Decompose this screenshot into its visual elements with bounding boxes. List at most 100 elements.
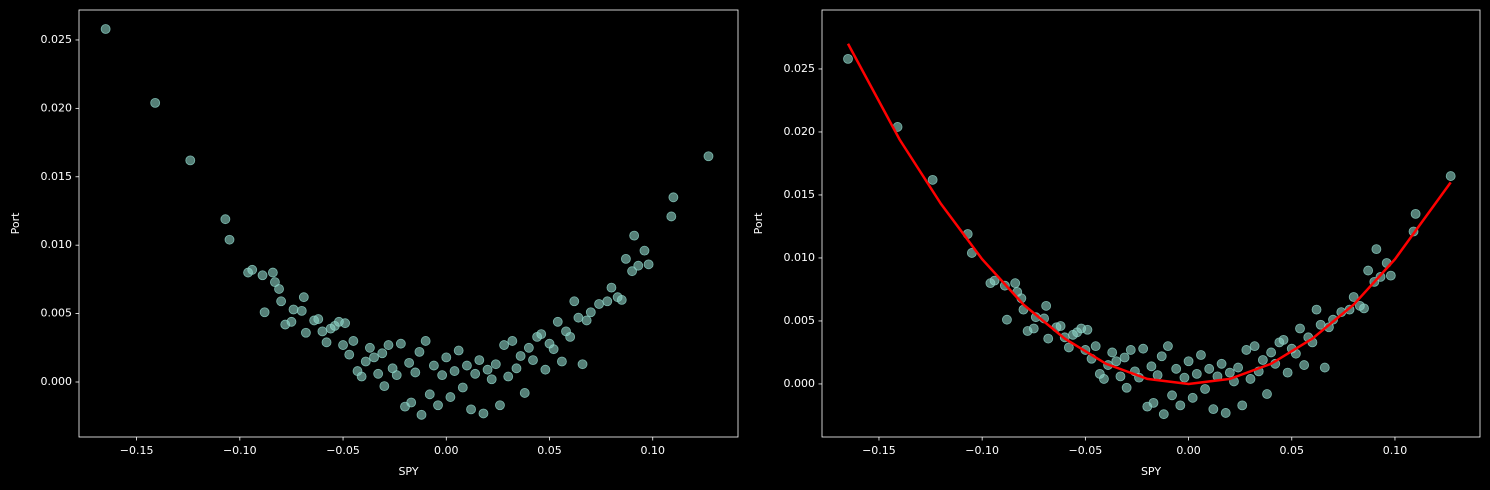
scatter-point bbox=[257, 270, 268, 281]
scatter-point bbox=[565, 331, 576, 342]
scatter-point bbox=[286, 316, 297, 327]
scatter-point bbox=[441, 352, 452, 363]
plot-area bbox=[100, 24, 714, 420]
scatter-point bbox=[410, 367, 421, 378]
scatter-point bbox=[185, 155, 196, 166]
scatter-point bbox=[581, 315, 592, 326]
scatter-point bbox=[585, 307, 596, 318]
scatter-point bbox=[515, 351, 526, 361]
scatter-point bbox=[379, 381, 390, 392]
scatter-point bbox=[1063, 342, 1074, 353]
y-tick-label: 0.005 bbox=[784, 314, 816, 327]
scatter-point bbox=[470, 368, 481, 379]
scatter-point bbox=[276, 296, 287, 307]
scatter-point bbox=[1156, 351, 1167, 362]
scatter-point bbox=[317, 326, 328, 337]
scatter-point bbox=[478, 408, 489, 419]
scatter-point bbox=[404, 357, 415, 368]
scatter-point bbox=[1241, 345, 1252, 355]
scatter-point bbox=[1183, 356, 1194, 367]
scatter-point bbox=[1179, 372, 1190, 383]
y-tick-label: 0.020 bbox=[784, 125, 816, 138]
scatter-point bbox=[288, 304, 299, 315]
scatter-point bbox=[528, 355, 538, 366]
x-axis-label: SPY bbox=[398, 465, 418, 478]
x-tick-label: −0.10 bbox=[223, 444, 257, 457]
scatter-point bbox=[1125, 345, 1136, 355]
scatter-point bbox=[466, 404, 476, 415]
scatter-point bbox=[1220, 408, 1231, 418]
scatter-point bbox=[519, 388, 530, 398]
scatter-point bbox=[666, 211, 677, 222]
scatter-point bbox=[548, 344, 559, 355]
scatter-point bbox=[1216, 358, 1227, 369]
scatter-point bbox=[1299, 360, 1310, 370]
scatter-point bbox=[536, 329, 547, 340]
x-tick-label: 0.00 bbox=[1176, 444, 1201, 457]
scatter-point bbox=[1311, 304, 1322, 315]
scatter-point bbox=[433, 400, 443, 411]
scatter-point bbox=[377, 348, 388, 359]
scatter-point bbox=[569, 296, 580, 307]
y-tick-label: 0.020 bbox=[41, 101, 73, 114]
scatter-point bbox=[1187, 392, 1198, 403]
scatter-point bbox=[1224, 367, 1235, 378]
scatter-point bbox=[594, 299, 604, 309]
x-tick-label: −0.15 bbox=[862, 444, 896, 457]
scatter-point bbox=[1148, 397, 1159, 408]
scatter-point bbox=[556, 356, 567, 367]
scatter-point bbox=[1115, 371, 1126, 382]
scatter-point bbox=[1363, 265, 1374, 276]
scatter-point bbox=[383, 340, 394, 350]
x-tick-label: −0.10 bbox=[965, 444, 999, 457]
scatter-point bbox=[1090, 341, 1101, 352]
axes-frame bbox=[78, 9, 739, 438]
scatter-point bbox=[540, 364, 551, 375]
scatter-point bbox=[428, 360, 439, 371]
scatter-point bbox=[298, 292, 309, 303]
y-tick-label: 0.015 bbox=[41, 170, 73, 183]
scatter-point bbox=[1158, 409, 1169, 420]
scatter-point bbox=[369, 352, 379, 363]
y-axis-label: Port bbox=[752, 212, 765, 234]
scatter-point bbox=[364, 342, 375, 353]
fit-line bbox=[846, 43, 1452, 386]
scatter-point bbox=[507, 336, 518, 346]
scatter-point bbox=[486, 374, 497, 385]
x-tick-label: 0.10 bbox=[640, 444, 665, 457]
scatter-point bbox=[224, 234, 235, 245]
scatter-point bbox=[348, 336, 359, 346]
scatter-point bbox=[1002, 314, 1012, 325]
scatter-point bbox=[503, 371, 514, 382]
scatter-point bbox=[1082, 324, 1093, 335]
scatter-point bbox=[1257, 355, 1268, 365]
scatter-point bbox=[1359, 303, 1369, 314]
scatter-point bbox=[1282, 367, 1293, 378]
scatter-point bbox=[1371, 244, 1382, 255]
subplot: −0.15 −0.10 −0.05 0.00 0.05 0.10 0.000 0.005 0.0… bbox=[9, 9, 739, 478]
y-tick-label: 0.000 bbox=[784, 377, 816, 390]
scatter-point bbox=[620, 253, 631, 264]
scatter-point bbox=[424, 389, 435, 400]
x-tick-label: 0.05 bbox=[537, 444, 562, 457]
scatter-point bbox=[338, 340, 348, 350]
scatter-point bbox=[373, 368, 384, 379]
scatter-point bbox=[356, 371, 367, 382]
scatter-point bbox=[1208, 404, 1219, 415]
scatter-point bbox=[1152, 370, 1163, 381]
scatter-point bbox=[633, 260, 644, 271]
scatter-point bbox=[414, 347, 425, 357]
scatter-point bbox=[220, 214, 231, 225]
scatter-point bbox=[1200, 384, 1210, 394]
scatter-point bbox=[668, 192, 679, 203]
scatter-point bbox=[1295, 323, 1305, 334]
scatter-point bbox=[989, 275, 1000, 286]
scatter-point bbox=[495, 400, 505, 411]
scatter-point bbox=[1175, 400, 1186, 411]
scatter-point bbox=[437, 370, 448, 381]
x-tick-label: −0.05 bbox=[1069, 444, 1103, 457]
scatter-point bbox=[616, 295, 627, 305]
scatter-point bbox=[1245, 374, 1256, 384]
scatter-point bbox=[1119, 352, 1130, 363]
